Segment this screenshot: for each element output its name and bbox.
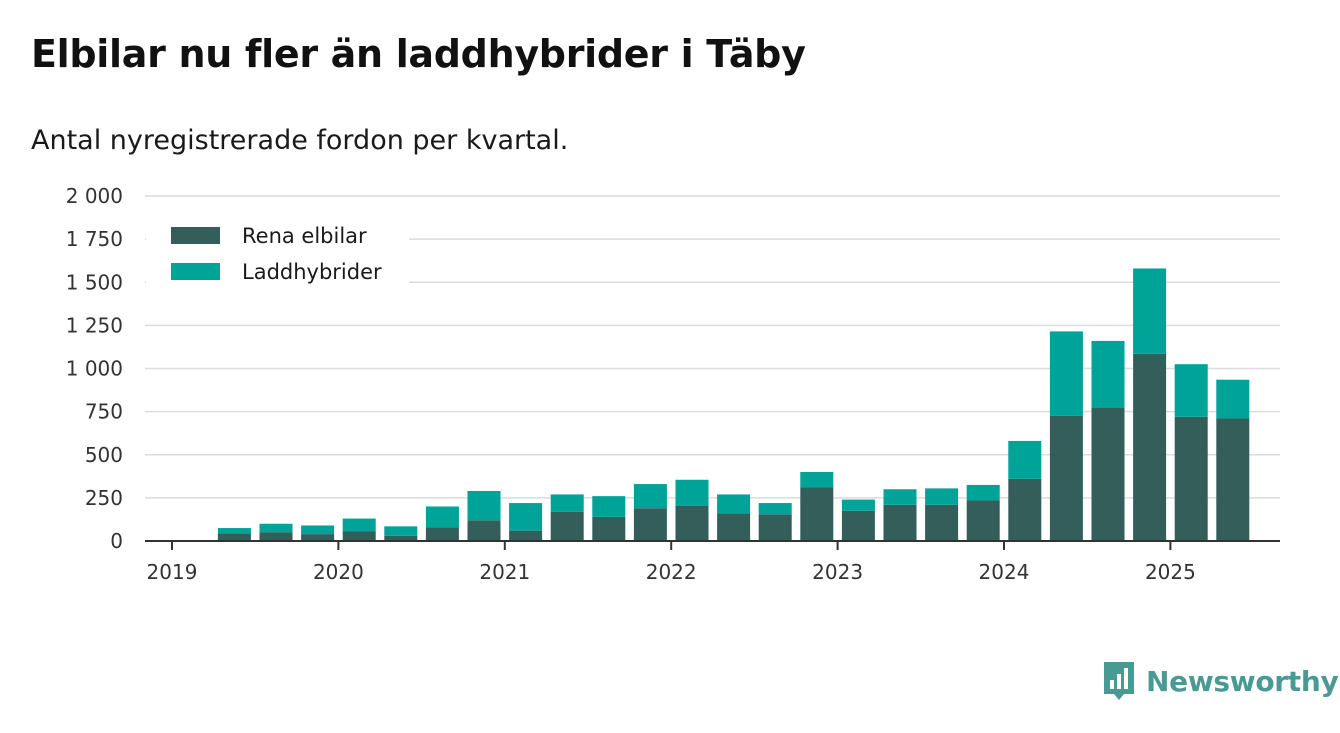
bar-laddhybrider: [384, 526, 418, 536]
bar-rena-elbilar: [758, 514, 792, 541]
y-tick-label: 0: [110, 529, 123, 553]
bar-laddhybrider: [758, 503, 792, 515]
bar-laddhybrider: [592, 496, 626, 517]
legend-label-laddhybrider: Laddhybrider: [242, 260, 382, 284]
bar-rena-elbilar: [509, 530, 543, 541]
bar-rena-elbilar: [592, 516, 626, 541]
y-tick-label: 1 750: [66, 227, 123, 251]
bar-laddhybrider: [1216, 379, 1250, 419]
bar-rena-elbilar: [925, 504, 959, 541]
y-tick-label: 1 500: [66, 270, 123, 294]
y-tick-label: 500: [85, 443, 123, 467]
bar-laddhybrider: [259, 523, 293, 533]
newsworthy-bar-chart-logo-icon: [1104, 662, 1134, 700]
bar-rena-elbilar: [841, 510, 875, 541]
bar-laddhybrider: [342, 518, 376, 532]
x-tick-label: 2025: [1145, 560, 1196, 584]
newsworthy-brand: Newsworthy: [1102, 660, 1339, 702]
bar-rena-elbilar: [1008, 478, 1042, 541]
y-tick-label: 750: [85, 400, 123, 424]
bar-laddhybrider: [1174, 364, 1208, 417]
bar-laddhybrider: [925, 488, 959, 505]
bar-rena-elbilar: [883, 504, 917, 541]
bar-rena-elbilar: [800, 487, 834, 541]
bar-laddhybrider: [217, 528, 251, 534]
x-axis: 2019 2020 2021 2022 2023 2024 2025: [145, 540, 1280, 584]
x-tick-label: 2020: [313, 560, 364, 584]
bar-laddhybrider: [301, 525, 335, 535]
legend-label-rena-elbilar: Rena elbilar: [242, 224, 367, 248]
legend-swatch-rena-elbilar: [171, 227, 220, 244]
bar-laddhybrider: [550, 494, 584, 512]
bars: [217, 268, 1250, 541]
legend-swatch-laddhybrider: [171, 263, 220, 280]
bar-rena-elbilar: [633, 508, 667, 541]
bar-rena-elbilar: [425, 527, 459, 541]
bar-laddhybrider: [633, 484, 667, 509]
bar-rena-elbilar: [342, 531, 376, 541]
x-tick-label: 2024: [979, 560, 1030, 584]
bar-rena-elbilar: [1174, 416, 1208, 541]
bar-rena-elbilar: [717, 513, 751, 541]
legend: Rena elbilar Laddhybrider: [146, 212, 409, 290]
x-tick-label: 2019: [147, 560, 198, 584]
bar-rena-elbilar: [1216, 418, 1250, 541]
bar-laddhybrider: [1091, 340, 1125, 408]
bar-rena-elbilar: [301, 534, 335, 541]
bar-laddhybrider: [1049, 331, 1083, 416]
bar-laddhybrider: [883, 489, 917, 505]
y-tick-label: 2 000: [66, 184, 123, 208]
bar-rena-elbilar: [467, 520, 501, 541]
bar-rena-elbilar: [217, 533, 251, 541]
y-tick-label: 250: [85, 486, 123, 510]
x-tick-label: 2023: [812, 560, 863, 584]
chart-subtitle: Antal nyregistrerade fordon per kvartal.: [31, 125, 569, 156]
bar-rena-elbilar: [550, 511, 584, 541]
bar-laddhybrider: [841, 499, 875, 511]
x-tick-label: 2021: [479, 560, 530, 584]
bar-laddhybrider: [800, 472, 834, 488]
bar-rena-elbilar: [966, 500, 1000, 541]
x-tick-label: 2022: [646, 560, 697, 584]
y-tick-label: 1 250: [66, 313, 123, 337]
bar-laddhybrider: [1133, 268, 1167, 354]
bar-laddhybrider: [966, 484, 1000, 501]
bar-rena-elbilar: [675, 505, 709, 541]
bar-rena-elbilar: [384, 535, 418, 541]
y-tick-label: 1 000: [66, 357, 123, 381]
bar-laddhybrider: [1008, 440, 1042, 479]
bar-rena-elbilar: [1091, 407, 1125, 541]
bar-rena-elbilar: [259, 532, 293, 541]
chart-title: Elbilar nu fler än laddhybrider i Täby: [31, 32, 806, 76]
bar-laddhybrider: [509, 503, 543, 531]
bar-laddhybrider: [425, 506, 459, 528]
bar-rena-elbilar: [1133, 353, 1167, 541]
y-axis-ticks: 0 250 500 750 1 000 1 250 1 500 1 750 2 000: [66, 184, 123, 553]
bar-rena-elbilar: [1049, 415, 1083, 541]
bar-laddhybrider: [675, 479, 709, 506]
bar-laddhybrider: [717, 494, 751, 514]
brand-name: Newsworthy: [1146, 664, 1339, 698]
bar-laddhybrider: [467, 490, 501, 521]
